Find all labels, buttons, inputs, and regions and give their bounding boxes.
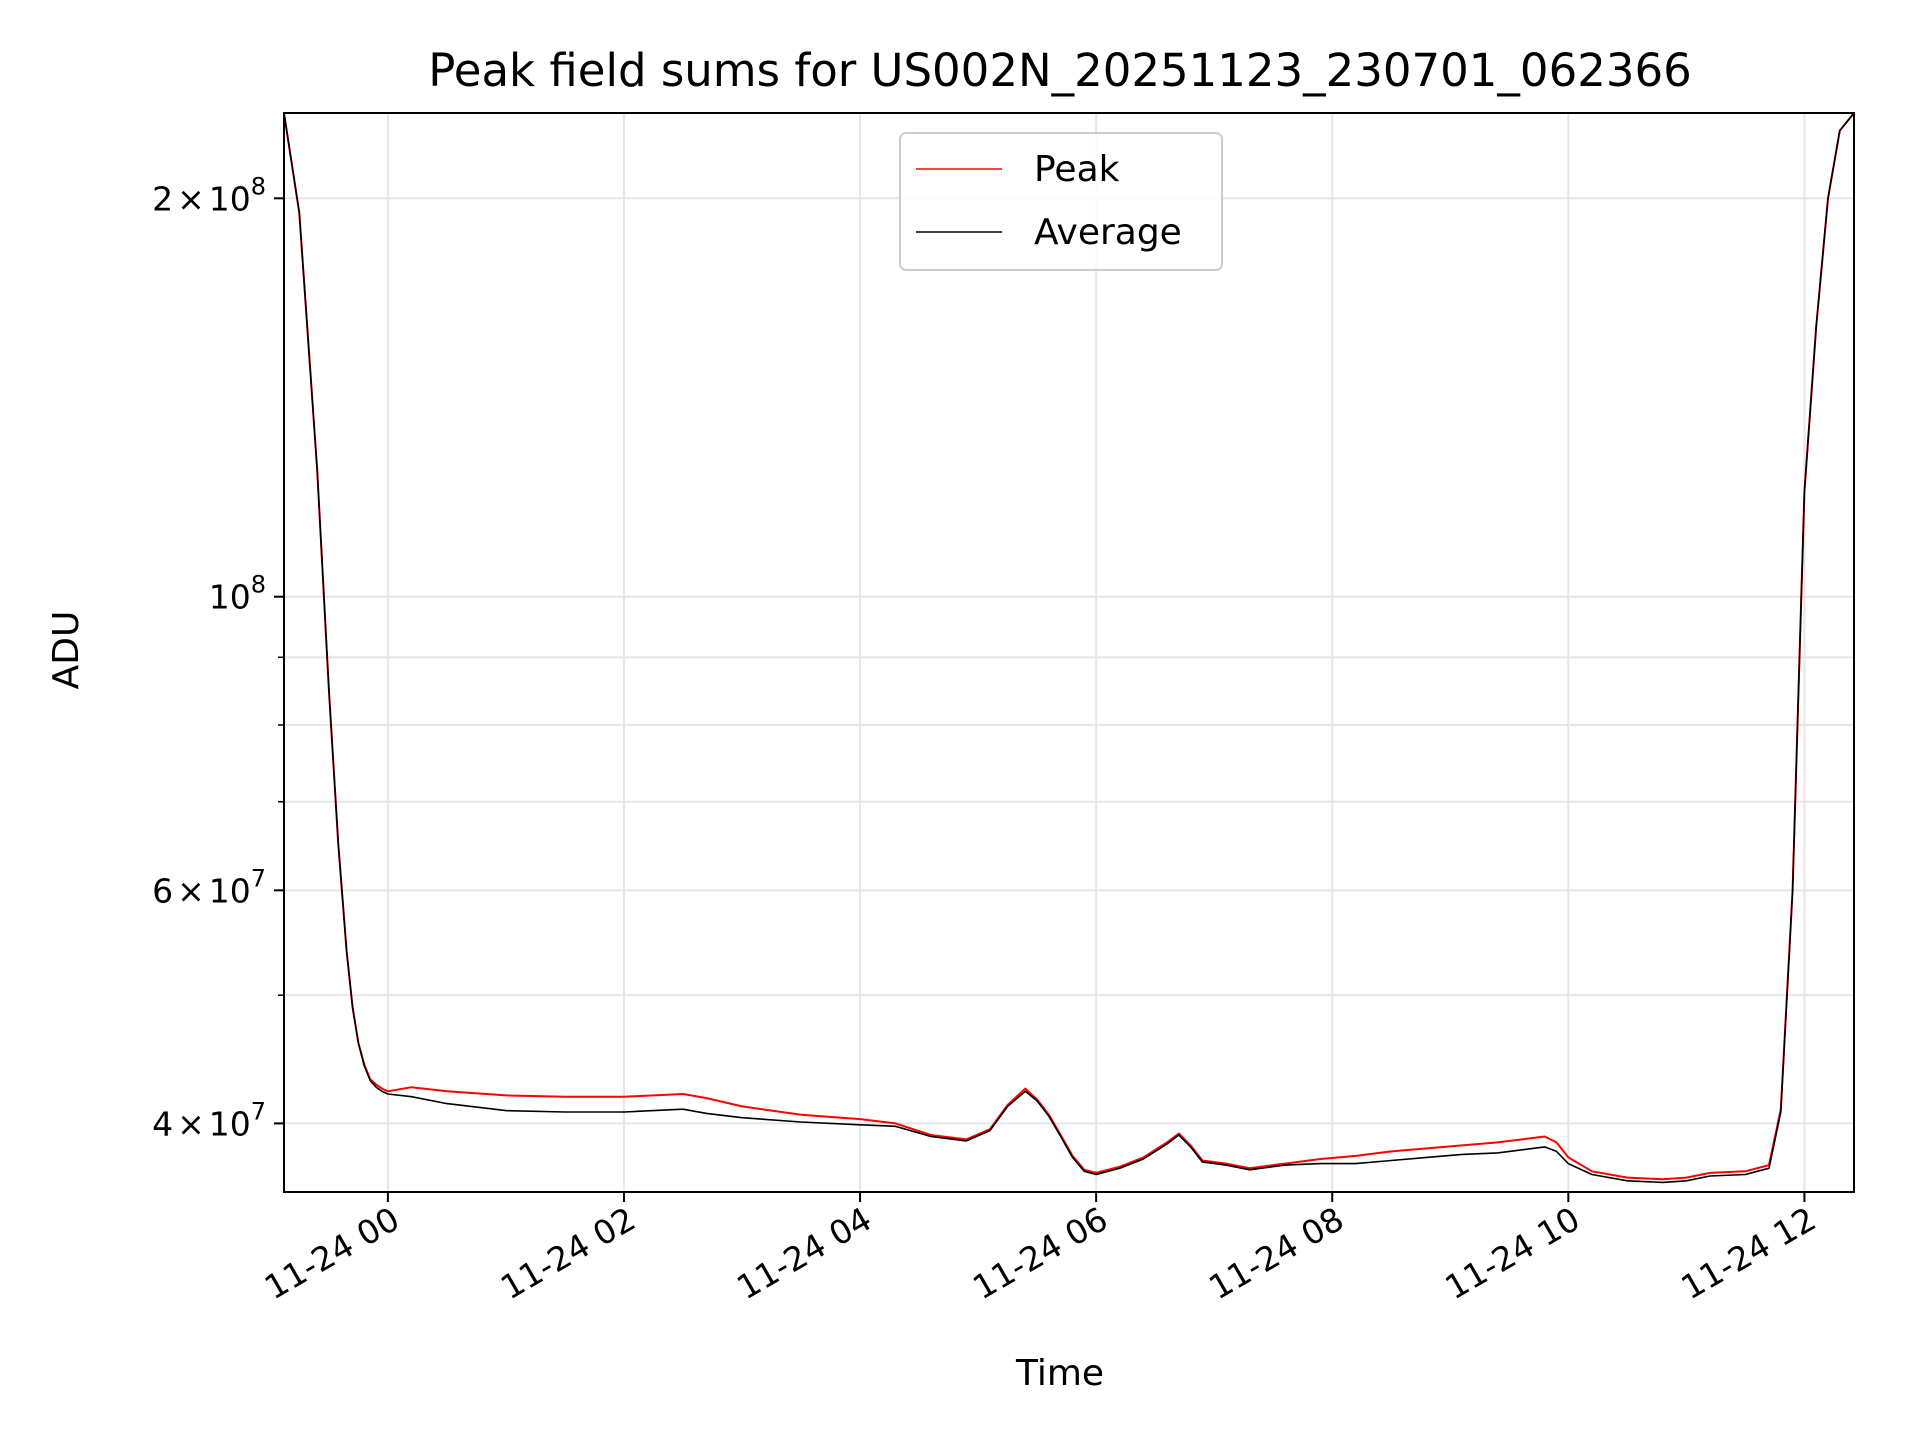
y-axis-label: ADU xyxy=(46,611,87,690)
series-line-average xyxy=(284,113,1854,1184)
y-tick-label: 2 × 108 xyxy=(152,172,266,218)
y-tick-times: × xyxy=(177,871,205,910)
y-tick-base: 10 xyxy=(209,578,251,617)
y-tick-label: 4 × 107 xyxy=(152,1097,266,1143)
legend-box xyxy=(899,132,1223,271)
y-tick-times: × xyxy=(177,1104,205,1143)
y-tick-base: 10 xyxy=(209,871,251,910)
series-line-peak xyxy=(284,113,1854,1181)
series xyxy=(284,113,1854,1184)
legend-label-average: Average xyxy=(1034,212,1182,253)
y-tick-base: 10 xyxy=(209,179,251,218)
y-tick-exponent: 7 xyxy=(251,864,266,892)
y-tick-label: 108 xyxy=(209,571,266,617)
y-tick-mantissa: 4 xyxy=(152,1104,173,1143)
y-tick-exponent: 8 xyxy=(251,172,266,200)
y-tick-base: 10 xyxy=(209,1104,251,1143)
plot-frame xyxy=(283,112,1855,1193)
y-tick-exponent: 8 xyxy=(251,571,266,599)
legend-label-peak: Peak xyxy=(1034,149,1120,190)
y-tick-mantissa: 6 xyxy=(152,871,173,910)
chart-title: Peak field sums for US002N_20251123_2307… xyxy=(428,44,1691,97)
y-tick-mantissa: 2 xyxy=(152,179,173,218)
x-axis-label: Time xyxy=(1015,1353,1104,1394)
y-tick-label: 6 × 107 xyxy=(152,864,266,910)
legend: Peak Average xyxy=(899,132,1223,271)
y-tick-exponent: 7 xyxy=(251,1097,266,1125)
y-tick-times: × xyxy=(177,179,205,218)
